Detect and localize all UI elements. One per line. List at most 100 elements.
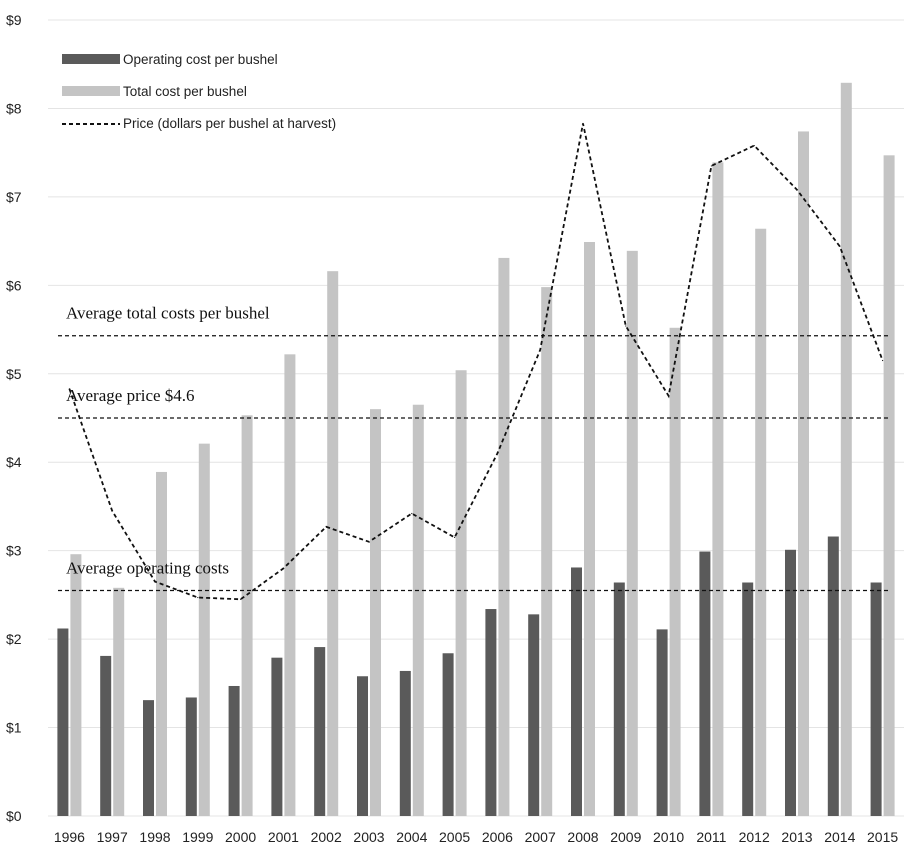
bar-total-cost <box>113 587 125 816</box>
x-tick-label: 2012 <box>739 829 770 845</box>
legend-label-price: Price (dollars per bushel at harvest) <box>123 116 336 131</box>
y-tick-label: $7 <box>6 189 22 205</box>
bar-operating-cost <box>827 536 839 816</box>
x-tick-label: 2011 <box>696 829 726 845</box>
price-point <box>325 526 327 528</box>
y-tick-label: $6 <box>6 277 22 293</box>
bar-operating-cost <box>485 609 497 816</box>
x-tick-label: 2006 <box>482 829 513 845</box>
bar-total-cost <box>626 250 638 817</box>
bar-operating-cost <box>742 582 754 816</box>
price-point <box>154 581 156 583</box>
legend-label-total-cost: Total cost per bushel <box>123 84 247 99</box>
x-axis-tick-labels: 1996 1997 1998 1999 2000 2001 2002 2003 2004 2005… <box>54 829 899 845</box>
bar-total-cost <box>455 370 467 816</box>
bar-total-cost <box>412 404 424 816</box>
bar-operating-cost <box>228 685 240 816</box>
x-tick-label: 1997 <box>97 829 128 845</box>
bar-total-cost <box>798 131 809 816</box>
price-point <box>710 165 713 167</box>
reference-line-label: Average price $4.6 <box>66 386 195 405</box>
bar-total-cost <box>840 82 852 817</box>
bar-operating-cost <box>442 653 454 816</box>
bar-total-cost <box>755 228 767 816</box>
bar-total-cost <box>327 271 339 816</box>
price-point <box>668 395 670 397</box>
reference-lines: Average total costs per bushel Average pr… <box>58 304 890 592</box>
bar-total-cost <box>541 287 553 816</box>
y-tick-label: $2 <box>6 631 22 647</box>
price-point <box>68 388 70 390</box>
x-tick-label: 2002 <box>311 829 342 845</box>
bar-total-cost <box>669 327 681 816</box>
bar-operating-cost <box>528 614 540 816</box>
x-tick-label: 1999 <box>182 829 213 845</box>
y-axis-tick-labels: $0 $1 $2 $3 $4 $5 $6 $7 $8 $9 <box>6 12 22 824</box>
y-tick-label: $1 <box>6 720 22 736</box>
legend: Operating cost per bushel Total cost per… <box>62 52 336 131</box>
price-point <box>753 144 755 147</box>
bar-operating-cost <box>399 670 411 816</box>
bar-total-cost <box>198 443 210 816</box>
bar-operating-cost <box>613 582 625 816</box>
y-tick-label: $5 <box>6 366 22 382</box>
price-line <box>68 123 884 601</box>
price-point <box>882 359 884 362</box>
bar-operating-cost <box>656 629 668 816</box>
price-point <box>111 510 113 512</box>
legend-swatch-operating-cost <box>62 54 120 64</box>
x-tick-label: 2013 <box>781 829 812 845</box>
bar-operating-cost <box>100 655 112 816</box>
bars <box>57 82 895 817</box>
price-point <box>582 122 584 125</box>
bar-operating-cost <box>870 582 882 816</box>
x-tick-label: 1996 <box>54 829 85 845</box>
x-tick-label: 2014 <box>824 829 855 845</box>
bar-operating-cost <box>185 697 197 816</box>
price-line-layer <box>68 122 884 601</box>
bar-operating-cost <box>699 551 711 816</box>
x-tick-label: 2008 <box>567 829 598 845</box>
price-point <box>240 598 242 600</box>
x-tick-label: 2001 <box>268 829 299 845</box>
price-point <box>411 512 413 515</box>
x-tick-label: 2000 <box>225 829 256 845</box>
y-tick-label: $9 <box>6 12 22 28</box>
bar-total-cost <box>883 155 895 816</box>
price-point <box>454 536 456 539</box>
bar-total-cost <box>241 415 253 816</box>
bar-total-cost <box>498 257 510 817</box>
price-point <box>839 245 841 248</box>
price-point <box>197 596 199 599</box>
legend-swatch-total-cost <box>62 86 120 96</box>
price-point <box>282 567 284 569</box>
bar-total-cost <box>712 162 724 816</box>
price-point <box>539 349 541 351</box>
bar-operating-cost <box>314 647 326 816</box>
x-tick-label: 2007 <box>525 829 556 845</box>
bar-total-cost <box>584 241 595 817</box>
x-tick-label: 2004 <box>396 829 427 845</box>
bar-total-cost <box>70 554 82 816</box>
y-tick-label: $0 <box>6 808 22 824</box>
x-tick-label: 2009 <box>610 829 641 845</box>
price-point <box>368 541 370 543</box>
x-tick-label: 2010 <box>653 829 684 845</box>
bar-operating-cost <box>271 657 283 816</box>
y-tick-label: $8 <box>6 100 22 116</box>
bar-total-cost <box>156 471 167 816</box>
bar-operating-cost <box>143 700 154 816</box>
bar-operating-cost <box>57 628 69 816</box>
price-point <box>796 189 798 191</box>
x-tick-label: 2015 <box>867 829 898 845</box>
reference-line-label: Average total costs per bushel <box>66 304 270 323</box>
y-tick-label: $4 <box>6 454 22 470</box>
bar-total-cost <box>284 354 296 816</box>
x-tick-label: 2005 <box>439 829 470 845</box>
x-tick-label: 2003 <box>353 829 384 845</box>
bar-operating-cost <box>571 567 582 816</box>
legend-label-operating-cost: Operating cost per bushel <box>123 52 278 67</box>
price-point <box>625 325 627 327</box>
